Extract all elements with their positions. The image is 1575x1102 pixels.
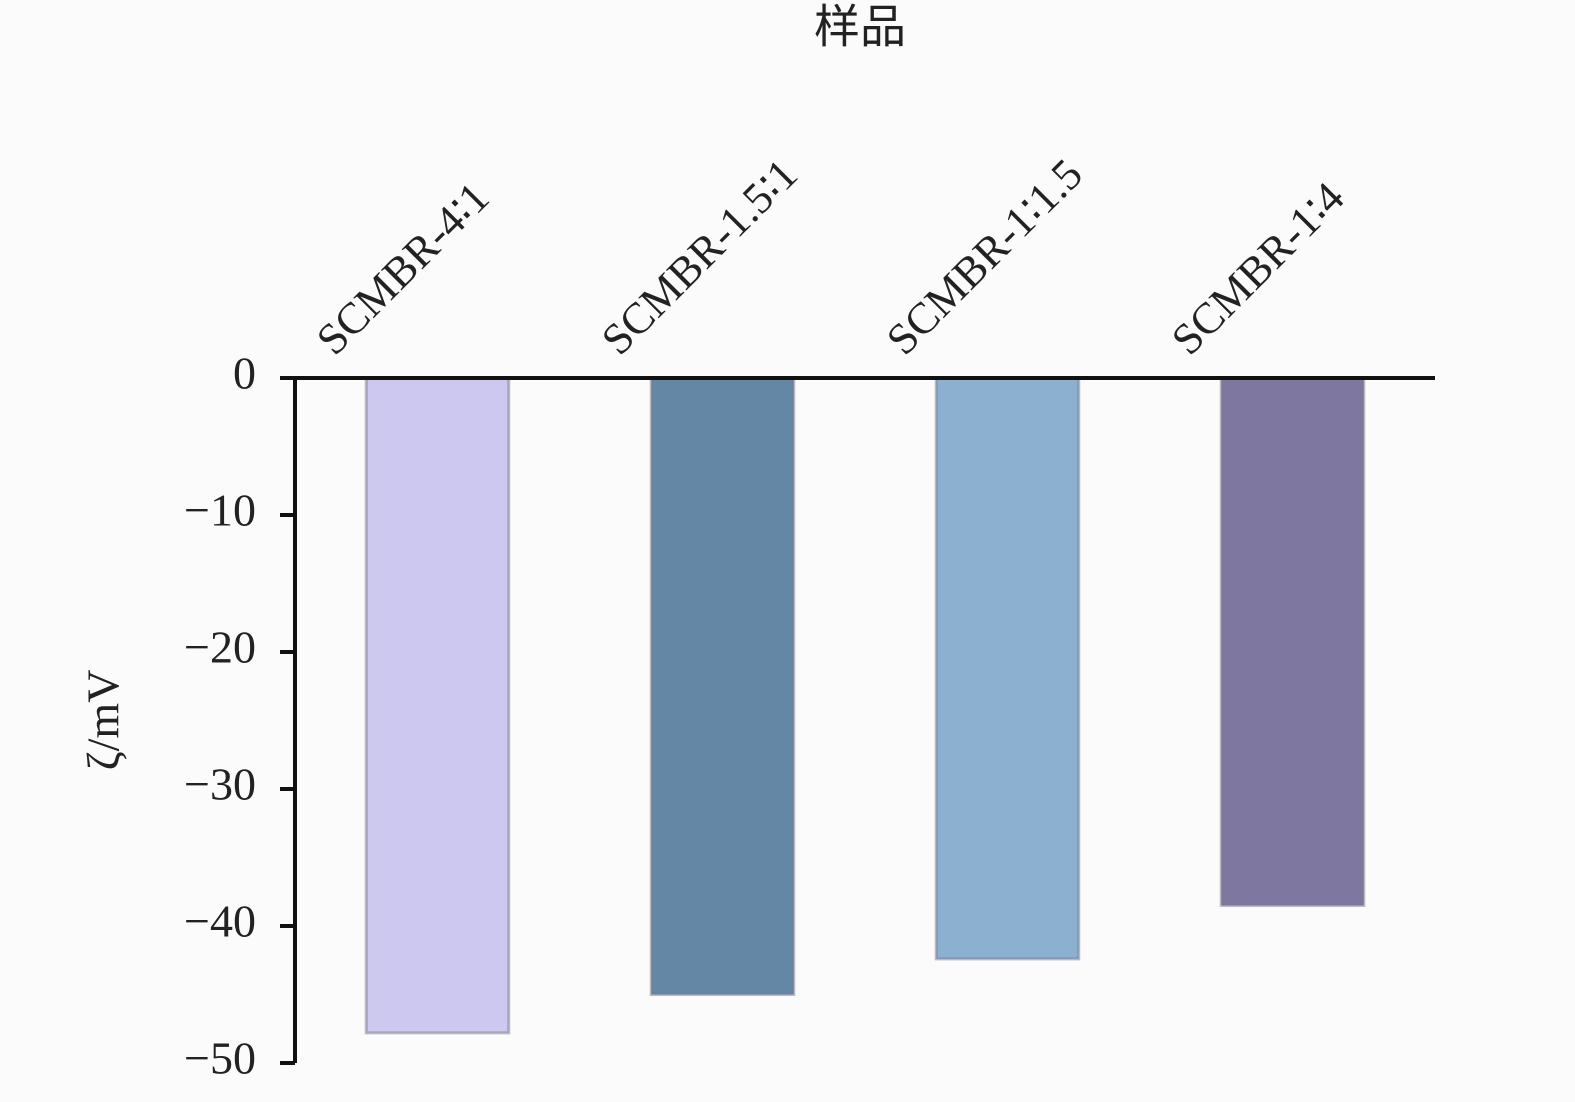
x-tick-label: SCMBR-1∶1.5: [877, 149, 1092, 364]
bar: [1219, 376, 1366, 907]
y-tick-label: −50: [184, 1033, 256, 1084]
y-axis-title: ζ/mV: [78, 670, 129, 771]
x-tick-label: SCMBR-4∶1: [307, 173, 498, 364]
bar: [649, 376, 796, 996]
x-tick-label: SCMBR-1.5∶1: [592, 149, 807, 364]
y-tick-label: −10: [184, 485, 256, 536]
y-tick-label: −40: [184, 896, 256, 947]
y-tick-label: −30: [184, 759, 256, 810]
x-axis-title: 样品: [814, 2, 906, 53]
bar: [364, 376, 511, 1035]
x-tick-label: SCMBR-1∶4: [1162, 173, 1353, 364]
y-tick-label: −20: [184, 622, 256, 673]
y-tick-label: 0: [233, 348, 256, 399]
bar: [934, 376, 1081, 961]
